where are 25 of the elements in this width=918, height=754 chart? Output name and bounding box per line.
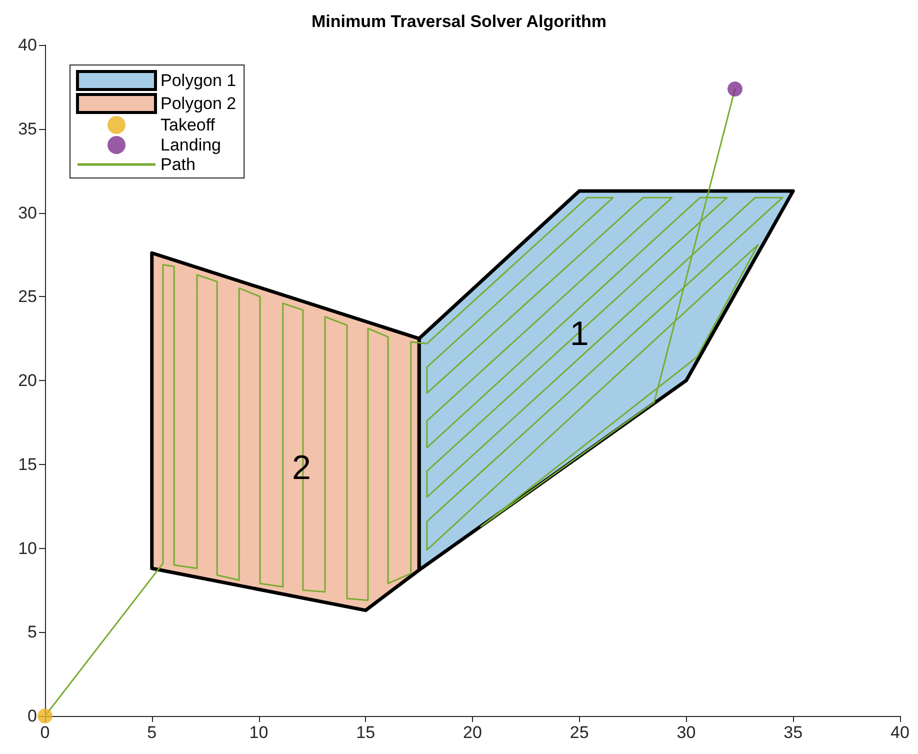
- x-tick-label: 20: [463, 723, 482, 742]
- y-tick-label: 0: [28, 706, 37, 726]
- x-tick-label: 5: [147, 723, 157, 742]
- y-tick-label: 10: [18, 538, 37, 558]
- y-tick-label: 30: [18, 203, 37, 222]
- x-tick-label: 15: [356, 723, 376, 742]
- x-tick-label: 10: [249, 723, 268, 742]
- chart-title: Minimum Traversal Solver Algorithm: [311, 12, 607, 31]
- x-tick-label: 35: [784, 723, 803, 742]
- x-tick-label: 40: [890, 723, 910, 742]
- y-tick-label: 40: [18, 36, 37, 54]
- x-tick-label: 25: [570, 723, 589, 742]
- legend-label: Landing: [160, 136, 222, 154]
- x-tick-label: 0: [40, 723, 50, 742]
- y-tick-label: 25: [18, 287, 37, 306]
- legend-label: Polygon 1: [160, 71, 236, 90]
- y-tick-label: 15: [18, 454, 37, 474]
- legend-label: Polygon 2: [160, 94, 236, 113]
- annotation: 2: [292, 449, 311, 488]
- legend-label: Path: [160, 155, 196, 174]
- y-tick-label: 5: [28, 622, 37, 642]
- legend-label: Takeoff: [160, 116, 216, 134]
- y-tick-label: 20: [18, 371, 37, 390]
- x-tick-label: 30: [676, 723, 696, 742]
- y-tick-label: 35: [18, 119, 37, 138]
